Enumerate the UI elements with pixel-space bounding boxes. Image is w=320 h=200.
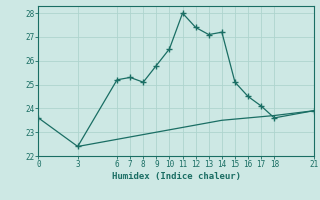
X-axis label: Humidex (Indice chaleur): Humidex (Indice chaleur) [111,172,241,181]
